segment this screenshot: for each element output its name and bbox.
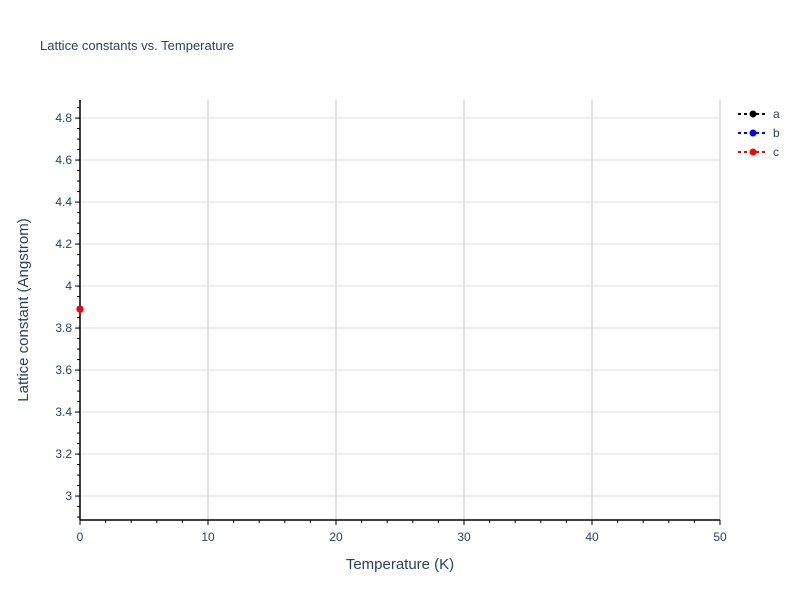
x-tick-label: 40: [585, 530, 599, 544]
x-tick-label: 20: [329, 530, 343, 544]
y-tick-label: 4: [65, 279, 72, 293]
legend-marker-a: [749, 110, 757, 118]
x-tick-label: 0: [77, 530, 84, 544]
legend-label-b: b: [773, 126, 780, 140]
data-marks: [76, 305, 84, 313]
x-tick-label: 10: [201, 530, 215, 544]
legend-label-a: a: [773, 107, 780, 121]
legend-label-c: c: [773, 145, 779, 159]
y-tick-label: 4.4: [55, 195, 72, 209]
y-tick-label: 4.2: [55, 237, 72, 251]
y-tick-label: 3.2: [55, 447, 72, 461]
y-tick-label: 4.8: [55, 111, 72, 125]
data-point-c: [76, 305, 84, 313]
x-axis-title: Temperature (K): [346, 556, 454, 573]
y-axis-title: Lattice constant (Angstrom): [15, 218, 32, 401]
y-tick-label: 3.6: [55, 363, 72, 377]
legend-marker-c: [749, 148, 757, 156]
y-tick-label: 3.8: [55, 321, 72, 335]
x-tick-label: 50: [713, 530, 727, 544]
y-tick-label: 3: [65, 489, 72, 503]
axes: 3 3.2 3.4 3.6 3.8 4 4.2 4.4 4.6 4.8 0 10 20 30 40 50: [55, 100, 727, 544]
chart-title: Lattice constants vs. Temperature: [40, 38, 235, 53]
grid: [80, 100, 721, 520]
legend-marker-b: [749, 129, 757, 137]
legend: abc: [738, 107, 780, 159]
y-tick-label: 3.4: [55, 405, 72, 419]
y-tick-label: 4.6: [55, 153, 72, 167]
x-tick-label: 30: [457, 530, 471, 544]
